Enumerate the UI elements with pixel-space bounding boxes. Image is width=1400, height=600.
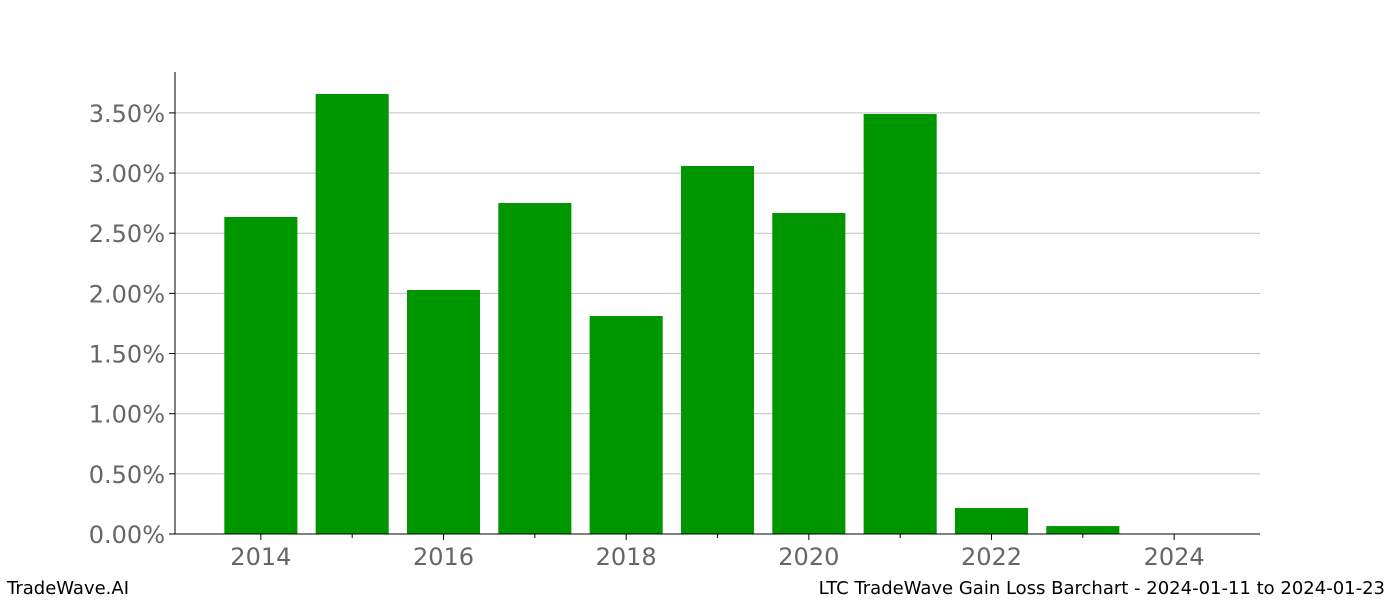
y-tick-label: 1.50% bbox=[89, 341, 165, 369]
bar bbox=[406, 290, 481, 534]
y-tick-label: 0.00% bbox=[89, 521, 165, 549]
bar bbox=[680, 165, 755, 535]
bar bbox=[498, 203, 572, 534]
y-tick-label: 1.00% bbox=[89, 401, 165, 429]
footer-caption: LTC TradeWave Gain Loss Barchart - 2024-… bbox=[819, 578, 1385, 599]
bar bbox=[224, 216, 298, 534]
bar bbox=[315, 94, 389, 535]
x-tick-label: 2018 bbox=[596, 543, 657, 571]
x-tick-label: 2016 bbox=[413, 543, 474, 571]
x-tick-label: 2022 bbox=[961, 543, 1022, 571]
bar bbox=[863, 113, 937, 534]
x-tick-label: 2024 bbox=[1144, 543, 1205, 571]
y-tick-label: 0.50% bbox=[89, 461, 165, 489]
y-tick-label: 3.50% bbox=[89, 100, 165, 128]
x-tick-label: 2014 bbox=[230, 543, 291, 571]
bar bbox=[772, 213, 846, 534]
footer-brand: TradeWave.AI bbox=[6, 578, 129, 599]
bar bbox=[589, 315, 663, 534]
bar bbox=[1046, 526, 1120, 534]
y-tick-label: 3.00% bbox=[89, 160, 165, 188]
y-tick-label: 2.50% bbox=[89, 220, 165, 248]
x-tick-label: 2020 bbox=[778, 543, 839, 571]
bar bbox=[954, 508, 1029, 534]
y-tick-label: 2.00% bbox=[89, 280, 165, 308]
